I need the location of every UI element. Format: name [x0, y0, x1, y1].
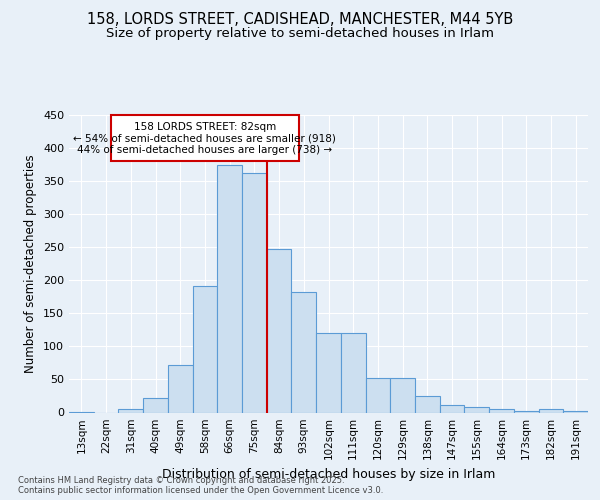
Bar: [390, 378, 415, 412]
Bar: [415, 396, 440, 412]
Bar: [563, 411, 588, 412]
Text: Contains HM Land Registry data © Crown copyright and database right 2025.
Contai: Contains HM Land Registry data © Crown c…: [18, 476, 383, 495]
Bar: [267, 248, 292, 412]
Bar: [539, 408, 563, 412]
FancyBboxPatch shape: [111, 115, 299, 162]
Bar: [514, 411, 539, 412]
Bar: [365, 378, 390, 412]
Bar: [168, 365, 193, 412]
Bar: [217, 164, 242, 412]
X-axis label: Distribution of semi-detached houses by size in Irlam: Distribution of semi-detached houses by …: [162, 468, 495, 481]
Bar: [489, 408, 514, 412]
Bar: [193, 286, 217, 412]
Bar: [464, 407, 489, 412]
Bar: [341, 333, 365, 412]
Text: 158 LORDS STREET: 82sqm
← 54% of semi-detached houses are smaller (918)
44% of s: 158 LORDS STREET: 82sqm ← 54% of semi-de…: [73, 122, 337, 154]
Bar: [440, 405, 464, 412]
Bar: [118, 409, 143, 412]
Bar: [143, 398, 168, 412]
Text: Size of property relative to semi-detached houses in Irlam: Size of property relative to semi-detach…: [106, 28, 494, 40]
Text: 158, LORDS STREET, CADISHEAD, MANCHESTER, M44 5YB: 158, LORDS STREET, CADISHEAD, MANCHESTER…: [87, 12, 513, 28]
Y-axis label: Number of semi-detached properties: Number of semi-detached properties: [25, 154, 37, 373]
Bar: [292, 292, 316, 412]
Bar: [242, 172, 267, 412]
Bar: [316, 333, 341, 412]
